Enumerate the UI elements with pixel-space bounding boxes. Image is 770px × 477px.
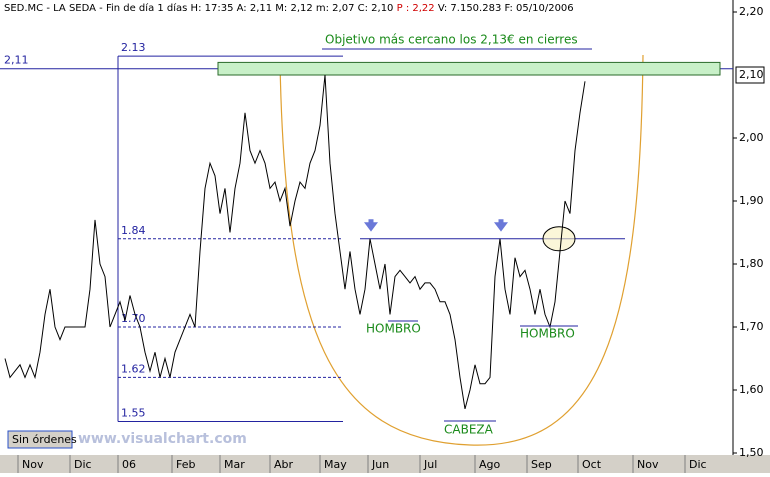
y-tick-label: 2,20: [739, 5, 764, 18]
head-label: CABEZA: [444, 423, 494, 437]
y-tick-label: 1,70: [739, 320, 764, 333]
price-line: [4, 74, 586, 410]
x-tick-label: Jul: [423, 458, 437, 471]
x-tick-label: Jun: [371, 458, 389, 471]
level-label: 1.70: [121, 312, 146, 325]
last-price-label: 2,10: [739, 68, 764, 81]
x-tick-label: Dic: [689, 458, 707, 471]
y-tick-label: 1,90: [739, 194, 764, 207]
breakout-circle: [542, 226, 576, 252]
arrow: [494, 219, 508, 232]
x-tick-label: Oct: [582, 458, 602, 471]
x-tick-label: Abr: [274, 458, 294, 471]
left-shoulder-label: HOMBRO: [366, 322, 421, 336]
right-shoulder-label: HOMBRO: [520, 327, 575, 341]
x-tick-label: Nov: [637, 458, 659, 471]
y-tick-label: 2,00: [739, 131, 764, 144]
header-alert: P : 2,22: [397, 3, 435, 14]
target-band: [217, 61, 721, 76]
x-tick-label: Ago: [479, 458, 501, 471]
target-annotation: Objetivo más cercano los 2,13€ en cierre…: [325, 33, 578, 47]
orders-text: Sin órdenes: [12, 433, 77, 446]
x-tick-label: Dic: [74, 458, 92, 471]
reference-label: 2,11: [4, 54, 29, 67]
site-watermark: www.visualchart.com: [78, 431, 247, 447]
level-label: 2.13: [121, 41, 146, 54]
x-tick-label: 06: [122, 458, 136, 471]
header: SED.MC - LA SEDA - Fin de día 1 días H: …: [4, 2, 574, 14]
y-tick-label: 1,60: [739, 383, 764, 396]
x-tick-label: Nov: [22, 458, 44, 471]
x-tick-label: Mar: [224, 458, 245, 471]
header-rest: V: 7.150.283 F: 05/10/2006: [438, 3, 574, 14]
arrow: [364, 219, 378, 232]
cup-curve: [279, 54, 644, 446]
level-label: 1.55: [121, 407, 146, 420]
x-tick-label: May: [324, 458, 347, 471]
x-tick-label: Feb: [176, 458, 195, 471]
level-label: 1.62: [121, 362, 146, 375]
x-tick-label: Sep: [531, 458, 552, 471]
level-label: 1.84: [121, 224, 146, 237]
y-tick-label: 1,50: [739, 446, 764, 459]
y-tick-label: 1,80: [739, 257, 764, 270]
last-price-box: [735, 66, 765, 84]
orders-box: [7, 430, 73, 449]
header-main: SED.MC - LA SEDA - Fin de día 1 días H: …: [4, 2, 393, 14]
